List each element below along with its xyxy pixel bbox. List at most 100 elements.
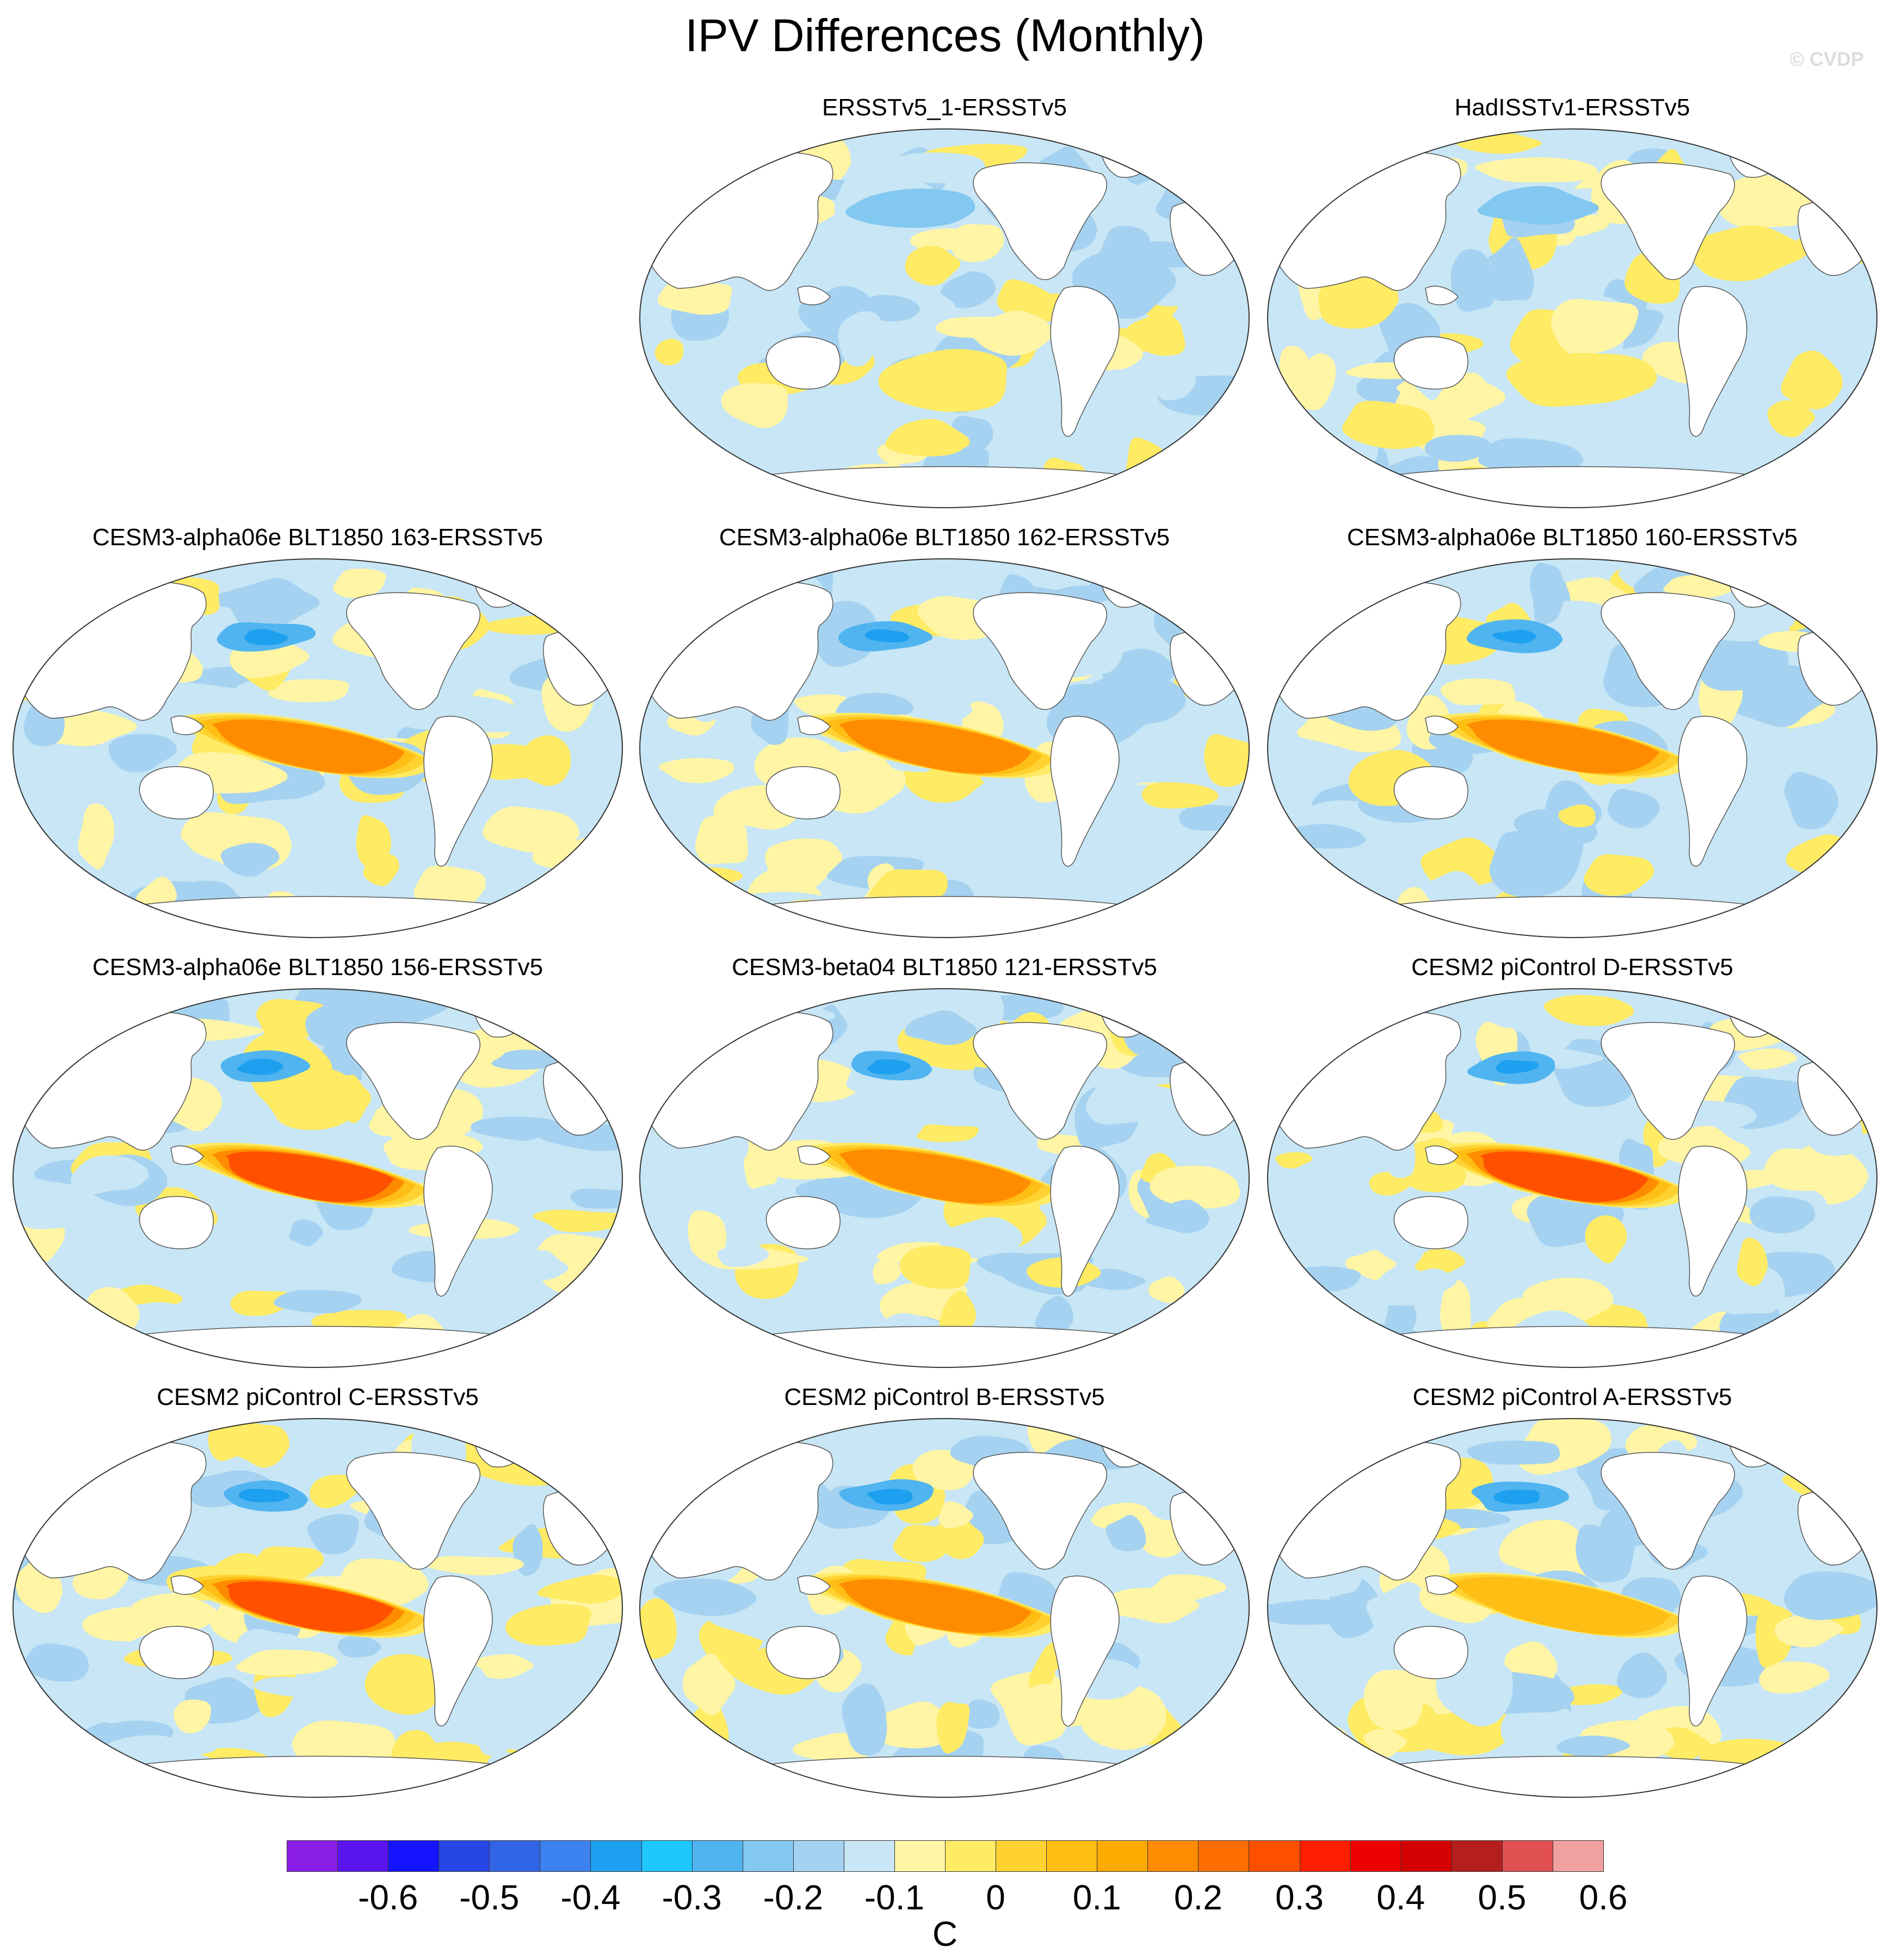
anomaly-contour [1478,438,1585,474]
anomaly-contour [308,812,336,837]
anomaly-contour [873,1260,901,1285]
anomaly-contour [1784,772,1840,830]
anomaly-contour [676,1751,718,1797]
anomaly-contour [566,1012,622,1074]
map-panel: CESM3-alpha06e BLT1850 156-ERSSTv5 [8,952,628,1382]
maritime-continent [797,1575,831,1595]
anomaly-contour [1489,831,1584,897]
anomaly-contour [71,1155,153,1195]
anomaly-contour [1275,1152,1314,1169]
anomaly-contour [1482,237,1535,301]
map-border [1267,988,1877,1368]
anomaly-contour [1787,139,1831,159]
australia-landmass [765,766,841,819]
cvdp-credit: © CVDP [1789,48,1864,70]
anomaly-contour [1144,903,1233,938]
anomaly-contour [1498,1519,1595,1580]
anomaly-contour [13,1738,87,1767]
north-america-landmass [973,1452,1108,1570]
anomaly-contour [1363,1729,1410,1758]
anomaly-contour [1077,675,1188,725]
australia-landmass [1393,336,1468,390]
tropical-pacific-anomaly [838,1149,1032,1204]
anomaly-contour [1323,1760,1413,1792]
map-panel: CESM2 piControl C-ERSSTv5 [8,1382,628,1812]
map-panel: CESM3-alpha06e BLT1850 163-ERSSTv5 [8,522,628,952]
anomaly-contour [966,310,1056,356]
anomaly-contour [721,383,788,428]
maritime-continent [170,1145,204,1165]
anomaly-contour [842,1683,887,1756]
north-america-landmass [1601,162,1735,280]
anomaly-contour [1293,858,1333,919]
anomaly-contour [18,1312,119,1367]
map-border [639,558,1250,938]
colorbar-swatch [540,1840,591,1872]
anomaly-contour [1436,1658,1514,1727]
maritime-continent [1425,716,1459,735]
anomaly-contour [940,271,997,308]
panel-title: CESM3-alpha06e BLT1850 162-ERSSTv5 [719,524,1170,551]
anomaly-contour [1125,312,1187,356]
colorbar-swatch [843,1840,895,1872]
north-pacific-core [237,1058,285,1075]
anomaly-contour [1440,678,1517,705]
anomaly-contour [268,679,349,702]
anomaly-contour [929,695,974,720]
colorbar-swatch [438,1840,490,1872]
panel-title: HadISSTv1-ERSSTv5 [1454,94,1690,121]
north-pacific-core [244,629,289,645]
anomaly-contour [695,815,749,865]
australia-landmass [765,1196,841,1249]
maritime-continent [1425,1145,1459,1165]
anomaly-contour [1467,1440,1561,1465]
anomaly-contour [1475,157,1601,183]
anomaly-contour [543,1144,622,1175]
anomaly-contour [483,806,582,853]
anomaly-contour [254,1546,326,1584]
map-border [639,1418,1250,1798]
anomaly-contour [1738,1048,1799,1070]
australia-landmass [1393,766,1468,819]
robinson-map [13,988,623,1368]
anomaly-contour [640,436,727,482]
anomaly-contour [310,1475,361,1508]
antarctica-landmass [115,1755,520,1797]
antarctica-landmass [1370,466,1775,508]
anomaly-contour [527,905,612,922]
north-pacific-core [1493,1489,1540,1505]
tropical-pacific-anomaly [838,719,1032,774]
anomaly-contour [1095,1587,1203,1624]
panel-title: CESM3-beta04 BLT1850 121-ERSSTv5 [732,954,1157,981]
anomaly-contour [1801,166,1877,204]
australia-landmass [139,766,214,819]
north-america-landmass [973,1022,1108,1140]
colorbar-swatch [996,1840,1047,1872]
north-america-landmass [1601,592,1735,710]
anomaly-contour [678,876,720,916]
robinson-map [639,988,1250,1368]
panel-title: CESM2 piControl B-ERSSTv5 [784,1384,1105,1410]
south-america-landmass [1050,716,1120,867]
colorbar-swatch [1552,1840,1604,1872]
colorbar-swatch [287,1840,338,1872]
north-pacific-core [1492,630,1537,644]
anomaly-contour [1763,1424,1870,1495]
antarctica-landmass [742,896,1147,938]
anomaly-contour [514,1250,571,1283]
tropical-pacific-anomaly [1466,719,1659,774]
panel-title: CESM3-alpha06e BLT1850 156-ERSSTv5 [92,954,543,981]
anomaly-contour [903,1427,965,1453]
anomaly-contour [657,280,732,315]
antarctica-landmass [742,466,1147,508]
panel-title: CESM3-alpha06e BLT1850 160-ERSSTv5 [1347,524,1798,551]
anomaly-contour [1801,864,1875,890]
colorbar-tick-label: 0.3 [1275,1878,1324,1917]
south-america-landmass [423,1575,493,1727]
anomaly-contour [674,1006,724,1044]
anomaly-contour [654,338,684,366]
anomaly-contour [660,867,744,889]
colorbar-tick-label: 0.1 [1072,1878,1121,1917]
north-pacific-core [867,1489,913,1505]
robinson-map [1267,558,1877,938]
